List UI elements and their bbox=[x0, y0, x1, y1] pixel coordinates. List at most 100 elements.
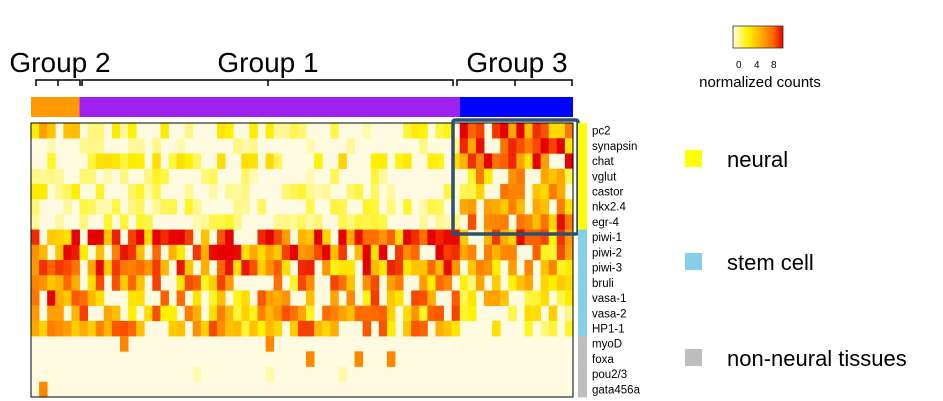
heatmap-cell bbox=[500, 229, 509, 246]
heatmap-cell bbox=[217, 244, 226, 261]
heatmap-cell bbox=[451, 290, 461, 306]
heatmap-cell bbox=[184, 229, 194, 246]
heatmap-cell bbox=[322, 229, 331, 246]
heatmap-cell bbox=[338, 366, 347, 383]
heatmap-cell bbox=[273, 153, 283, 169]
heatmap-cell bbox=[459, 199, 469, 215]
heatmap-cell bbox=[47, 153, 56, 169]
row-category-segment bbox=[578, 320, 587, 337]
heatmap-cell bbox=[119, 320, 129, 337]
heatmap-cell bbox=[419, 320, 428, 337]
heatmap-cell bbox=[419, 123, 428, 139]
heatmap-cell bbox=[265, 290, 275, 306]
heatmap-cell bbox=[475, 123, 485, 139]
heatmap-cells bbox=[31, 123, 574, 398]
heatmap-cell bbox=[119, 214, 129, 230]
heatmap-cell bbox=[71, 229, 80, 246]
heatmap-cell bbox=[306, 214, 315, 230]
heatmap-cell bbox=[362, 199, 372, 215]
heatmap-cell bbox=[508, 183, 517, 200]
heatmap-cell bbox=[419, 260, 428, 276]
heatmap-cell bbox=[87, 199, 97, 215]
heatmap-cell bbox=[435, 214, 444, 230]
heatmap-cell bbox=[208, 244, 218, 261]
heatmap-cell bbox=[47, 275, 56, 291]
heatmap-cell bbox=[47, 320, 56, 337]
heatmap-cell bbox=[548, 260, 558, 276]
heatmap-cell bbox=[403, 229, 412, 246]
heatmap-cell bbox=[225, 275, 234, 291]
color-scale-bar bbox=[732, 25, 784, 49]
heatmap-cell bbox=[55, 244, 64, 261]
heatmap-cell bbox=[306, 168, 315, 185]
heatmap-cell bbox=[176, 138, 186, 154]
heatmap-cell bbox=[508, 260, 517, 276]
heatmap-cell bbox=[136, 199, 145, 215]
heatmap-cell bbox=[306, 138, 315, 154]
heatmap-cell bbox=[87, 275, 97, 291]
heatmap-cell bbox=[492, 214, 501, 230]
heatmap-cell bbox=[492, 320, 501, 337]
heatmap-cell bbox=[184, 275, 194, 291]
heatmap-cell bbox=[403, 123, 412, 139]
heatmap-cell bbox=[95, 183, 105, 200]
heatmap-cell bbox=[79, 320, 89, 337]
heatmap-cell bbox=[386, 351, 396, 367]
heatmap-cell bbox=[31, 183, 40, 200]
heatmap-cell bbox=[208, 183, 218, 200]
heatmap-cell bbox=[395, 275, 404, 291]
heatmap-cell bbox=[289, 244, 299, 261]
heatmap-cell bbox=[233, 138, 242, 154]
heatmap-cell bbox=[411, 305, 420, 322]
heatmap-cell bbox=[346, 275, 355, 291]
heatmap-cell bbox=[31, 275, 40, 291]
heatmap-cell bbox=[184, 123, 194, 139]
group-1-label: Group 1 bbox=[217, 47, 318, 78]
heatmap-cell bbox=[548, 275, 558, 291]
heatmap-cell bbox=[103, 153, 113, 169]
heatmap-cell bbox=[168, 153, 178, 169]
heatmap-cell bbox=[281, 305, 291, 322]
heatmap-cell bbox=[257, 229, 266, 246]
heatmap-cell bbox=[31, 305, 40, 322]
heatmap-cell bbox=[208, 290, 218, 306]
heatmap-cell bbox=[119, 336, 129, 352]
heatmap-cell bbox=[467, 305, 477, 322]
heatmap-cell bbox=[249, 123, 258, 139]
heatmap-cell bbox=[508, 199, 517, 215]
row-label: pou2/3 bbox=[592, 369, 627, 381]
heatmap-cell bbox=[435, 153, 444, 169]
heatmap-cell bbox=[475, 260, 485, 276]
heatmap-cell bbox=[564, 199, 574, 215]
heatmap-cell bbox=[55, 305, 64, 322]
heatmap-cell bbox=[484, 153, 493, 169]
heatmap-cell bbox=[443, 275, 453, 291]
heatmap-cell bbox=[225, 244, 234, 261]
heatmap-cell bbox=[330, 199, 339, 215]
heatmap-cell bbox=[273, 123, 283, 139]
row-label: bruli bbox=[592, 278, 614, 290]
heatmap-cell bbox=[233, 290, 242, 306]
row-category-segment bbox=[578, 123, 587, 139]
heatmap-cell bbox=[524, 229, 533, 246]
heatmap-cell bbox=[395, 260, 404, 276]
row-category-segment bbox=[578, 183, 587, 200]
heatmap-cell bbox=[119, 123, 129, 139]
heatmap-cell bbox=[128, 229, 137, 246]
row-labels: pc2 synapsin chat vglut castor nkx2.4 egr-4 piw… bbox=[592, 126, 641, 397]
heatmap-cell bbox=[79, 168, 89, 185]
heatmap-cell bbox=[564, 153, 574, 169]
heatmap-cell bbox=[516, 138, 525, 154]
heatmap-cell bbox=[119, 168, 129, 185]
heatmap-cell bbox=[540, 214, 550, 230]
heatmap-cell bbox=[524, 123, 533, 139]
heatmap-cell bbox=[306, 275, 315, 291]
heatmap-cell bbox=[403, 305, 412, 322]
heatmap-cell bbox=[55, 260, 64, 276]
heatmap-cell bbox=[136, 153, 145, 169]
heatmap-cell bbox=[111, 244, 121, 261]
row-label: chat bbox=[592, 156, 615, 168]
heatmap-cell bbox=[338, 214, 347, 230]
heatmap-cell bbox=[540, 260, 550, 276]
